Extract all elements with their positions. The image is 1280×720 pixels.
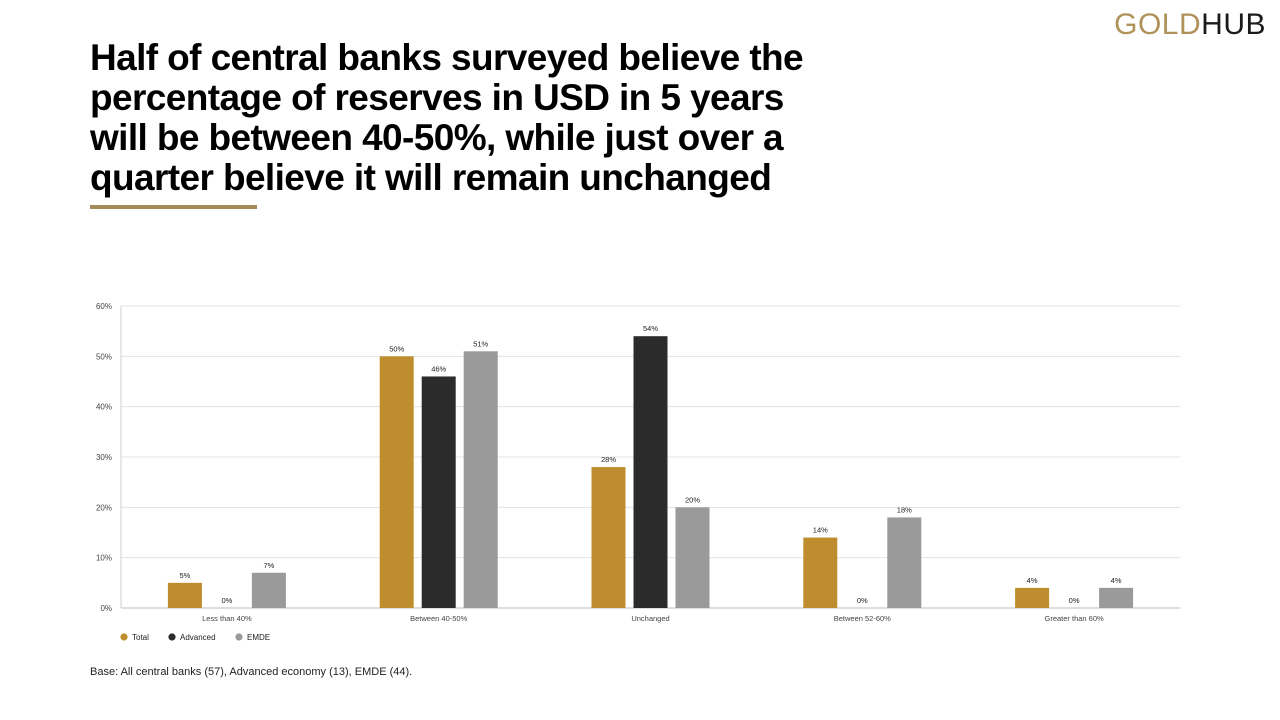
- x-tick-label: Greater than 60%: [1044, 614, 1104, 623]
- data-label: 7%: [263, 561, 274, 570]
- footnote: Base: All central banks (57), Advanced e…: [90, 666, 413, 678]
- legend-label-total: Total: [132, 633, 149, 642]
- bar-total: [167, 582, 202, 608]
- bar-emde: [251, 572, 286, 608]
- data-label: 5%: [179, 571, 190, 580]
- logo-gold-text: GOLD: [1114, 8, 1202, 41]
- data-label: 28%: [601, 455, 616, 464]
- data-label: 14%: [813, 526, 828, 535]
- y-tick-label: 60%: [96, 302, 112, 311]
- x-tick-label: Between 40-50%: [410, 614, 467, 623]
- bar-total: [379, 356, 414, 608]
- legend-marker-total: [120, 633, 128, 641]
- data-label: 4%: [1027, 576, 1038, 585]
- legend-label-emde: EMDE: [247, 633, 270, 642]
- data-label: 20%: [685, 495, 700, 504]
- data-label: 50%: [389, 344, 404, 353]
- bar-total: [803, 537, 838, 608]
- y-tick-label: 50%: [96, 352, 112, 361]
- bar-emde: [463, 351, 498, 608]
- bar-total: [591, 467, 626, 608]
- y-tick-label: 40%: [96, 403, 112, 412]
- y-tick-label: 10%: [96, 554, 112, 563]
- data-label: 0%: [1069, 596, 1080, 605]
- page-title: Half of central banks surveyed believe t…: [90, 37, 804, 198]
- title-accent-rule: [90, 205, 257, 209]
- logo-hub-text: HUB: [1201, 8, 1266, 41]
- x-tick-label: Unchanged: [631, 614, 669, 623]
- data-label: 54%: [643, 324, 658, 333]
- legend-marker-advanced: [168, 633, 176, 641]
- bar-emde: [675, 507, 710, 608]
- goldhub-logo[interactable]: GOLDHUB: [1114, 8, 1266, 42]
- legend-label-advanced: Advanced: [180, 633, 216, 642]
- bar-total: [1015, 587, 1050, 608]
- bar-advanced: [633, 336, 668, 608]
- bar-emde: [1099, 587, 1134, 608]
- legend-marker-emde: [235, 633, 243, 641]
- data-label: 51%: [473, 339, 488, 348]
- data-label: 4%: [1111, 576, 1122, 585]
- bar-advanced: [421, 376, 456, 608]
- y-tick-label: 0%: [100, 604, 112, 613]
- y-tick-label: 30%: [96, 453, 112, 462]
- x-tick-label: Between 52-60%: [834, 614, 891, 623]
- data-label: 0%: [221, 596, 232, 605]
- x-tick-label: Less than 40%: [202, 614, 252, 623]
- bar-emde: [887, 517, 922, 608]
- data-label: 0%: [857, 596, 868, 605]
- data-label: 46%: [431, 364, 446, 373]
- data-label: 18%: [897, 505, 912, 514]
- y-tick-label: 20%: [96, 503, 112, 512]
